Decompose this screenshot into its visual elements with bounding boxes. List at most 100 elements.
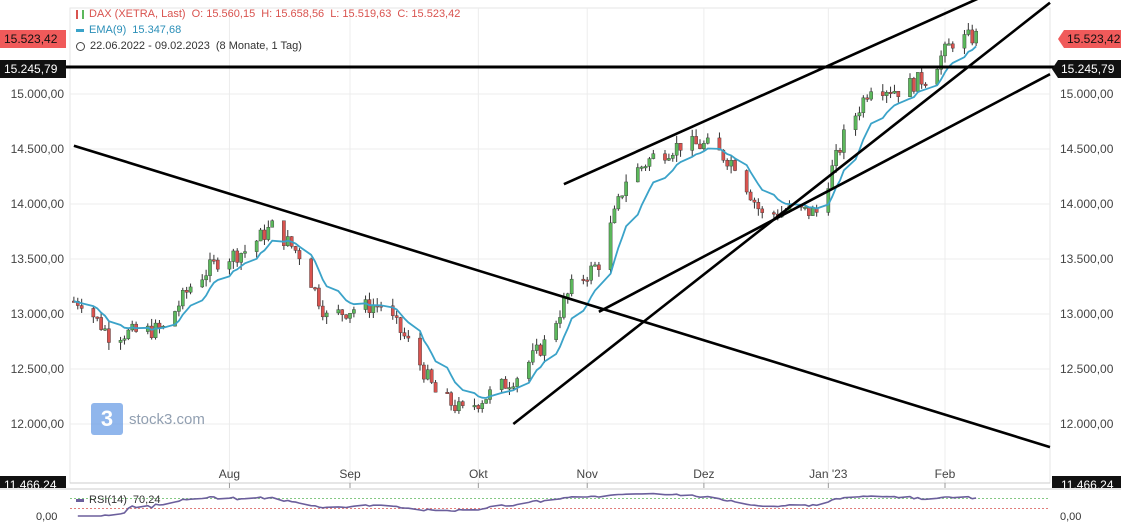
candle-body (733, 160, 737, 171)
candle-body (457, 401, 461, 412)
y-tick-label-right: 12.000,00 (1060, 417, 1114, 431)
candle-body (857, 112, 862, 117)
ema-swatch-icon (76, 28, 84, 32)
candle-body (534, 344, 539, 351)
candle-body (892, 91, 897, 94)
candle-body (752, 199, 757, 203)
candle-body (270, 220, 275, 228)
candle-body (515, 378, 520, 387)
candle-body (624, 181, 628, 196)
rsi-axis-left: 0,00 (36, 511, 58, 523)
candle-body (418, 337, 422, 366)
candle-body (367, 299, 372, 313)
candle-body (422, 364, 426, 380)
candle-body (861, 97, 866, 113)
candle-body (348, 312, 352, 319)
y-tick-label-right: 15.000,00 (1060, 87, 1114, 101)
candle-body (188, 286, 193, 293)
candle-body (667, 158, 671, 161)
candle-body (834, 150, 838, 166)
candle-body (317, 287, 321, 307)
candle-body (756, 202, 761, 210)
candle-body (651, 153, 656, 159)
rsi-pane (0, 488, 1121, 517)
candle-body (690, 136, 695, 151)
candle-body (200, 279, 205, 288)
candle-body (149, 325, 154, 338)
candle-body (962, 34, 967, 49)
legend-low: L: 15.519,63 (330, 8, 392, 20)
chart-grid (69, 7, 1051, 484)
candle-body (239, 253, 243, 263)
candle-body (612, 208, 617, 224)
line-price-tag-right: 15.245,79 (1052, 60, 1121, 78)
candle-body (915, 72, 920, 92)
candle-body (425, 369, 430, 380)
candlestick-icon (76, 9, 84, 19)
trendlines (73, 0, 1051, 449)
candle-body (807, 206, 811, 216)
candle-body (853, 115, 858, 130)
candle-body (118, 340, 123, 343)
legend-instrument: DAX (XETRA, Last) (89, 8, 186, 20)
candle-body (488, 389, 492, 400)
candle-body (313, 287, 317, 290)
x-tick-label: Aug (219, 467, 240, 481)
candle-body (639, 166, 644, 169)
candle-body (499, 378, 504, 390)
x-tick-label: Okt (469, 467, 488, 481)
y-tick-label-left: 12.500,00 (11, 362, 65, 376)
candle-body (663, 153, 667, 161)
rsi-axis-right: 0,00 (1060, 511, 1082, 523)
candle-body (554, 323, 558, 340)
candle-body (511, 386, 516, 389)
x-tick-label: Nov (577, 467, 598, 481)
candle-body (208, 259, 212, 276)
y-tick-label-left: 14.500,00 (11, 142, 65, 156)
y-tick-label-left: 14.000,00 (11, 197, 65, 211)
candle-body (231, 250, 236, 262)
y-axis-left: 12.000,00 12.500,00 13.000,00 13.500,00 14.0… (11, 87, 65, 431)
candle-body (262, 229, 267, 240)
candle-body (212, 259, 216, 262)
candle-body (912, 78, 916, 92)
candle-body (585, 279, 590, 282)
y-tick-label-right: 14.000,00 (1060, 197, 1114, 211)
candle-body (371, 305, 376, 313)
candle-body (429, 369, 434, 383)
candle-body (966, 29, 971, 35)
candle-body (227, 261, 232, 270)
candle-body (157, 322, 162, 328)
candle-body (243, 251, 247, 254)
candle-body (597, 264, 601, 270)
candle-body (748, 191, 753, 201)
candle-body (635, 167, 640, 183)
y-tick-label-left: 15.000,00 (11, 87, 65, 101)
candle-body (394, 315, 399, 318)
last-price-tag-right: 15.523,42 (1058, 30, 1121, 48)
candle-body (309, 258, 313, 288)
candle-body (336, 309, 341, 314)
candle-body (865, 97, 870, 100)
candle-body (107, 328, 111, 343)
candle-body (810, 207, 815, 216)
candle-body (674, 143, 679, 156)
legend-range-detail: (8 Monate, 1 Tag) (215, 40, 302, 52)
candle-body (484, 399, 488, 404)
candle-body (177, 305, 181, 312)
candle-body (254, 240, 259, 252)
candle-body (589, 265, 593, 281)
candle-body (79, 305, 84, 309)
x-tick-label: Sep (339, 467, 361, 481)
candle-body (153, 322, 158, 338)
candle-body (970, 29, 975, 44)
candle-body (99, 317, 103, 330)
candle-body (282, 220, 286, 246)
x-tick-label: Jan '23 (809, 467, 848, 481)
ema-line (73, 45, 977, 399)
candle-body (507, 387, 512, 390)
y-tick-label-right: 13.000,00 (1060, 307, 1114, 321)
rsi-label: RSI(14) (89, 494, 127, 506)
y-tick-label-right: 12.500,00 (1060, 362, 1114, 376)
